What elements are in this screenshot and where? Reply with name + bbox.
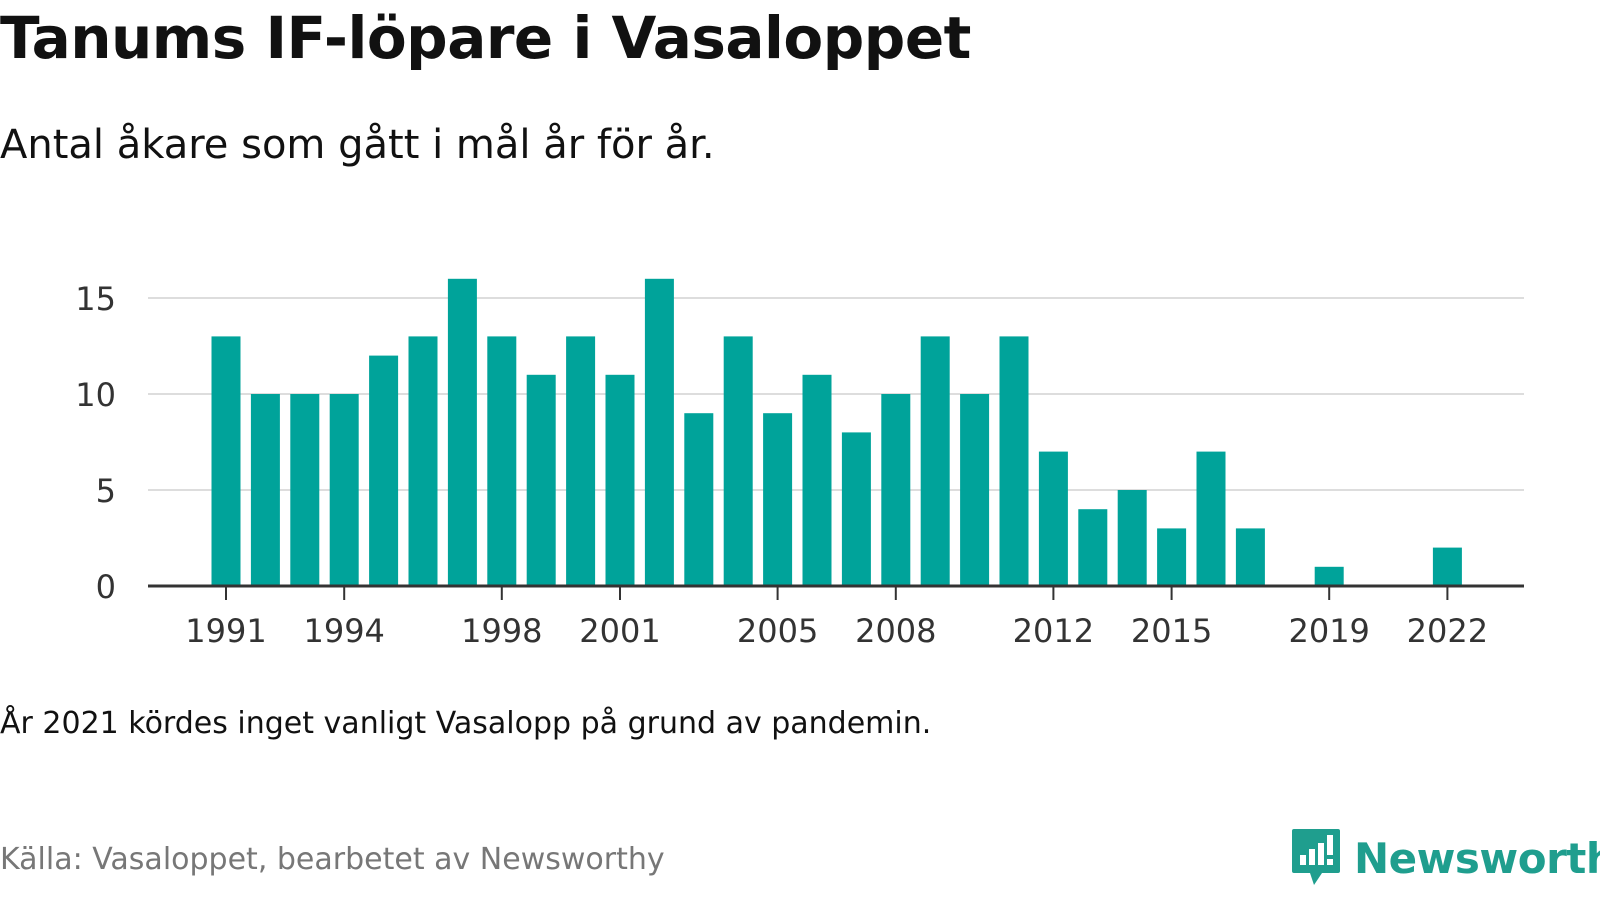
bar-1995 bbox=[369, 355, 399, 586]
bar-2016 bbox=[1196, 451, 1226, 586]
chart-title: Tanums IF-löpare i Vasaloppet bbox=[0, 4, 971, 72]
bar-2014 bbox=[1117, 490, 1147, 586]
x-tick-label: 1994 bbox=[303, 612, 384, 650]
x-tick-label: 2001 bbox=[579, 612, 660, 650]
y-tick-labels: 0 5 10 15 bbox=[75, 280, 116, 606]
bar-2013 bbox=[1078, 509, 1108, 586]
x-tick-label: 2005 bbox=[737, 612, 818, 650]
y-tick-label: 5 bbox=[96, 472, 116, 510]
bar-2007 bbox=[841, 432, 871, 586]
x-tick-label: 2015 bbox=[1131, 612, 1212, 650]
bar-2011 bbox=[999, 336, 1029, 586]
bar-2000 bbox=[566, 336, 596, 586]
y-tick-label: 10 bbox=[75, 376, 116, 414]
bar-2006 bbox=[802, 374, 832, 586]
bar-1993 bbox=[290, 394, 320, 586]
x-tick-label: 2008 bbox=[855, 612, 936, 650]
bar-1999 bbox=[526, 374, 556, 586]
newsworthy-logo-icon bbox=[1292, 829, 1340, 885]
bar-1994 bbox=[329, 394, 359, 586]
chart-subtitle: Antal åkare som gått i mål år för år. bbox=[0, 122, 715, 168]
x-tick-label: 2012 bbox=[1013, 612, 1094, 650]
footnote: År 2021 kördes inget vanligt Vasalopp på… bbox=[0, 706, 932, 741]
x-tick-label: 2022 bbox=[1407, 612, 1488, 650]
bar-2012 bbox=[1038, 451, 1068, 586]
bar-2017 bbox=[1235, 528, 1265, 586]
bar-1997 bbox=[447, 278, 477, 586]
bar-1992 bbox=[250, 394, 280, 586]
brand-name: Newsworthy bbox=[1354, 833, 1600, 883]
bar-2004 bbox=[723, 336, 753, 586]
source-note: Källa: Vasaloppet, bearbetet av Newswort… bbox=[0, 842, 665, 877]
bar-2015 bbox=[1157, 528, 1187, 586]
bar-2008 bbox=[881, 394, 911, 586]
bar-1998 bbox=[487, 336, 517, 586]
bar-2010 bbox=[960, 394, 990, 586]
bars bbox=[211, 278, 1462, 586]
brand-logo: Newsworthy bbox=[1290, 820, 1600, 896]
x-tick-label: 2019 bbox=[1288, 612, 1369, 650]
bar-1996 bbox=[408, 336, 438, 586]
y-tick-label: 15 bbox=[75, 280, 116, 318]
bar-2019 bbox=[1314, 566, 1344, 586]
bar-2001 bbox=[605, 374, 635, 586]
x-tick-label: 1991 bbox=[185, 612, 266, 650]
y-tick-label: 0 bbox=[96, 568, 116, 606]
x-tick-label: 1998 bbox=[461, 612, 542, 650]
bar-2002 bbox=[644, 278, 674, 586]
x-tick-labels: 1991 1994 1998 2001 2005 2008 2012 2015 2019 2022 bbox=[185, 612, 1488, 650]
bar-2022 bbox=[1432, 547, 1462, 586]
bar-1991 bbox=[211, 336, 241, 586]
bar-2003 bbox=[684, 413, 714, 586]
x-axis bbox=[148, 584, 1524, 600]
bar-2005 bbox=[763, 413, 793, 586]
bar-2009 bbox=[920, 336, 950, 586]
